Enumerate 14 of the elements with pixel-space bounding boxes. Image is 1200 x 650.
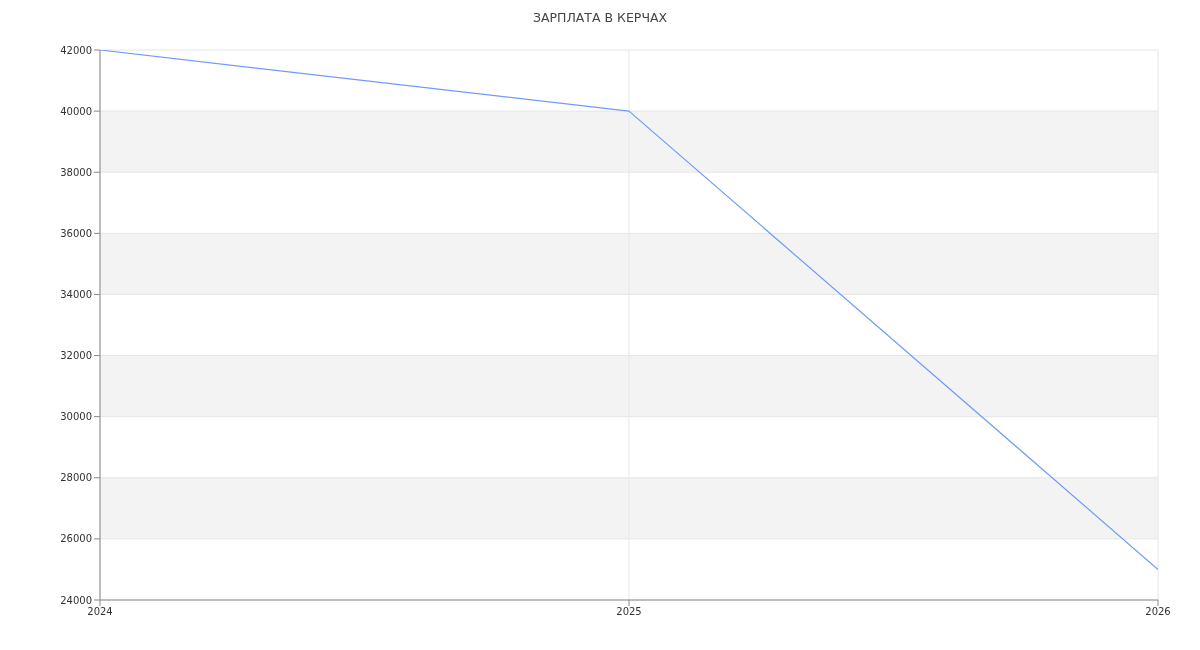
y-tick-label: 24000 — [60, 594, 92, 606]
y-tick-label: 26000 — [60, 533, 92, 545]
y-tick-label: 28000 — [60, 472, 92, 484]
y-tick-label: 40000 — [60, 105, 92, 117]
chart-title: ЗАРПЛАТА В КЕРЧАХ — [531, 10, 669, 25]
x-tick-label: 2025 — [616, 606, 642, 618]
y-tick-label: 42000 — [60, 44, 92, 56]
y-tick-label: 36000 — [60, 227, 92, 239]
y-tick-label: 38000 — [60, 166, 92, 178]
y-tick-label: 30000 — [60, 411, 92, 423]
y-tick-label: 34000 — [60, 288, 92, 300]
x-tick-label: 2026 — [1145, 606, 1171, 618]
y-tick-label: 32000 — [60, 350, 92, 362]
x-tick-label: 2024 — [87, 606, 113, 618]
